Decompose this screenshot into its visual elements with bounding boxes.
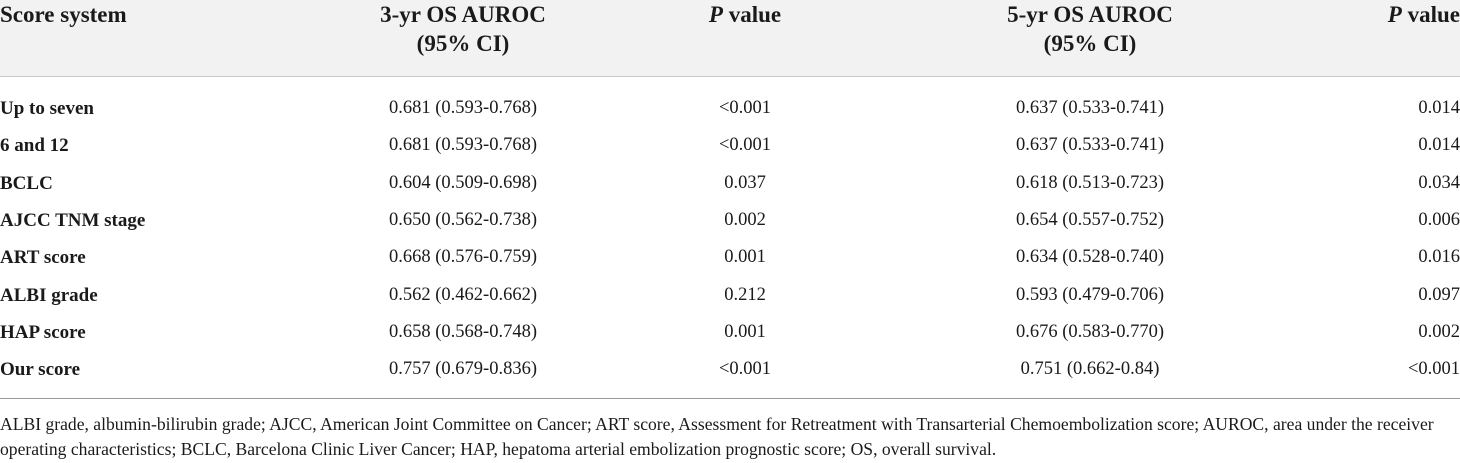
auroc-3yr-cell: 0.658 (0.568-0.748) xyxy=(389,321,537,342)
header-5yr-auroc-line1: 5-yr OS AUROC xyxy=(1007,2,1173,27)
auroc-3yr-cell: 0.757 (0.679-0.836) xyxy=(389,359,537,380)
header-5yr-p-value: P value xyxy=(1340,0,1460,29)
auroc-5yr-cell: 0.637 (0.533-0.741) xyxy=(1016,135,1164,156)
auroc-5yr-cell: 0.676 (0.583-0.770) xyxy=(1016,321,1164,342)
header-score-system: Score system xyxy=(0,0,127,29)
header-p-italic: P xyxy=(708,2,723,27)
header-5yr-auroc-line2: (95% CI) xyxy=(1043,31,1137,56)
table-header: Score system 3-yr OS AUROC (95% CI) P va… xyxy=(0,0,1460,77)
table-row: AJCC TNM stage 0.650 (0.562-0.738) 0.002 0.… xyxy=(0,202,1460,239)
p-value-5yr-cell: 0.002 xyxy=(1418,321,1460,342)
p-value-3yr-cell: 0.037 xyxy=(724,172,766,193)
table-row: Our score 0.757 (0.679-0.836) <0.001 0.751 … xyxy=(0,351,1460,388)
p-value-5yr-cell: 0.014 xyxy=(1418,135,1460,156)
p-value-3yr-cell: 0.002 xyxy=(724,209,766,230)
table-bottom-rule xyxy=(0,398,1460,399)
p-value-3yr-cell: <0.001 xyxy=(718,98,772,118)
header-3yr-p-value: P value xyxy=(680,0,810,29)
row-label: BCLC xyxy=(0,172,53,194)
p-value-5yr-cell: 0.097 xyxy=(1418,284,1460,305)
table-row: ART score 0.668 (0.576-0.759) 0.001 0.634 (… xyxy=(0,239,1460,276)
auroc-3yr-cell: 0.681 (0.593-0.768) xyxy=(389,135,537,156)
auroc-3yr-cell: 0.681 (0.593-0.768) xyxy=(389,98,537,118)
header-score-system-label: Score system xyxy=(0,2,127,27)
header-p-italic: P xyxy=(1387,2,1402,27)
auroc-5yr-cell: 0.634 (0.528-0.740) xyxy=(1016,247,1164,268)
auroc-3yr-cell: 0.668 (0.576-0.759) xyxy=(389,247,537,268)
table-row: Up to seven 0.681 (0.593-0.768) <0.001 0.63… xyxy=(0,90,1460,127)
header-3yr-auroc-line2: (95% CI) xyxy=(416,31,510,56)
auroc-5yr-cell: 0.751 (0.662-0.84) xyxy=(1020,359,1160,380)
auroc-5yr-cell: 0.637 (0.533-0.741) xyxy=(1016,98,1164,118)
row-label: ART score xyxy=(0,247,86,269)
p-value-5yr-cell: 0.034 xyxy=(1418,172,1460,193)
auroc-3yr-cell: 0.562 (0.462-0.662) xyxy=(389,284,537,305)
header-3yr-auroc-line1: 3-yr OS AUROC xyxy=(380,2,546,27)
auroc-5yr-cell: 0.593 (0.479-0.706) xyxy=(1016,284,1164,305)
table-row: 6 and 12 0.681 (0.593-0.768) <0.001 0.637 (… xyxy=(0,127,1460,164)
p-value-3yr-cell: 0.001 xyxy=(724,247,766,268)
auroc-5yr-cell: 0.618 (0.513-0.723) xyxy=(1016,172,1164,193)
table-row: ALBI grade 0.562 (0.462-0.662) 0.212 0.593 … xyxy=(0,277,1460,314)
row-label: 6 and 12 xyxy=(0,135,69,157)
header-p-rest: value xyxy=(722,2,782,27)
p-value-3yr-cell: <0.001 xyxy=(718,135,772,156)
row-label: Our score xyxy=(0,359,81,381)
p-value-5yr-cell: 0.014 xyxy=(1418,98,1460,118)
table-row: BCLC 0.604 (0.509-0.698) 0.037 0.618 (0.513… xyxy=(0,165,1460,202)
table-footnote: ALBI grade, albumin-bilirubin grade; AJC… xyxy=(0,414,1434,459)
header-p-rest: value xyxy=(1401,2,1460,27)
auroc-3yr-cell: 0.604 (0.509-0.698) xyxy=(389,172,537,193)
p-value-5yr-cell: <0.001 xyxy=(1407,359,1460,380)
p-value-3yr-cell: 0.001 xyxy=(724,321,766,342)
p-value-3yr-cell: <0.001 xyxy=(718,359,772,380)
auroc-3yr-cell: 0.650 (0.562-0.738) xyxy=(389,209,537,230)
p-value-5yr-cell: 0.006 xyxy=(1418,209,1460,230)
header-5yr-auroc: 5-yr OS AUROC (95% CI) xyxy=(945,0,1235,58)
row-label: AJCC TNM stage xyxy=(0,209,146,231)
row-label: ALBI grade xyxy=(0,284,98,306)
table-row: HAP score 0.658 (0.568-0.748) 0.001 0.676 (… xyxy=(0,314,1460,351)
p-value-5yr-cell: 0.016 xyxy=(1418,247,1460,268)
auroc-5yr-cell: 0.654 (0.557-0.752) xyxy=(1016,209,1164,230)
row-label: Up to seven xyxy=(0,98,94,119)
header-3yr-auroc: 3-yr OS AUROC (95% CI) xyxy=(318,0,608,58)
row-label: HAP score xyxy=(0,321,86,343)
p-value-3yr-cell: 0.212 xyxy=(724,284,766,305)
